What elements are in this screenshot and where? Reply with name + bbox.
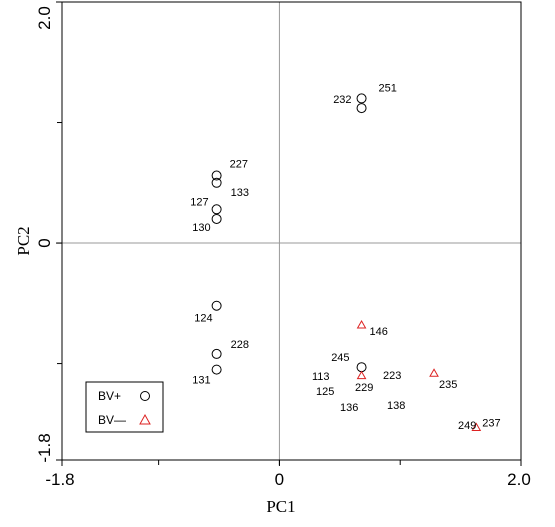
point-label: 124 [194,313,212,325]
legend-triangle-marker [139,413,151,425]
bv-plus-point [211,213,222,224]
bv-plus-point [211,348,222,359]
bv-plus-point [356,93,367,104]
point-label: 133 [231,187,249,199]
annotation-label: 249 [458,420,476,432]
point-label: 146 [370,326,388,338]
annotation-label: 138 [387,400,405,412]
bv-plus-point [211,170,222,181]
y-tick-label: -1.8 [35,433,54,462]
bv-plus-point [356,103,367,114]
bv-minus-point [356,320,367,329]
point-label: 251 [379,82,397,94]
point-label: 228 [231,339,249,351]
bv-minus-point [356,370,367,380]
bv-plus-point [211,177,222,188]
bv-minus-point [471,422,482,431]
point-label: 232 [333,94,351,106]
annotation-label: 125 [316,386,334,398]
legend-label-bv-plus: BV+ [98,389,121,403]
point-label: 227 [230,159,248,171]
point-label: 235 [439,379,457,391]
legend-label-bv-minus: BV— [98,413,126,427]
annotation-label: 113 [312,371,330,383]
annotation-label: 229 [355,382,373,394]
axis-ticks: -1.8 0 2.0 -1.8 0 2.0 [35,1,531,489]
point-label: 131 [192,375,210,387]
plot-frame [61,1,522,461]
y-axis-title: PC2 [14,226,33,255]
point-label: 127 [190,196,208,208]
point-label: 245 [331,352,349,364]
y-tick-label: 2.0 [35,6,54,30]
legend: BV+ BV— [85,381,164,433]
data-points: 251 232 227 133 127 130 124 228 131 245 146 235 237 [190,82,501,431]
bv-plus-point [211,204,222,215]
bv-plus-point [211,300,222,311]
x-tick-label: -1.8 [45,470,74,489]
y-tick-label: 0 [35,238,54,247]
annotation-label: 223 [383,370,401,382]
bv-minus-point [429,368,439,377]
point-label: 237 [482,417,500,429]
legend-circle-marker [140,391,150,401]
x-axis-title: PC1 [266,497,295,516]
x-tick-label: 0 [275,470,284,489]
point-label: 130 [192,222,210,234]
bv-plus-point [211,364,222,375]
x-tick-label: 2.0 [507,470,531,489]
annotation-label: 136 [340,402,358,414]
